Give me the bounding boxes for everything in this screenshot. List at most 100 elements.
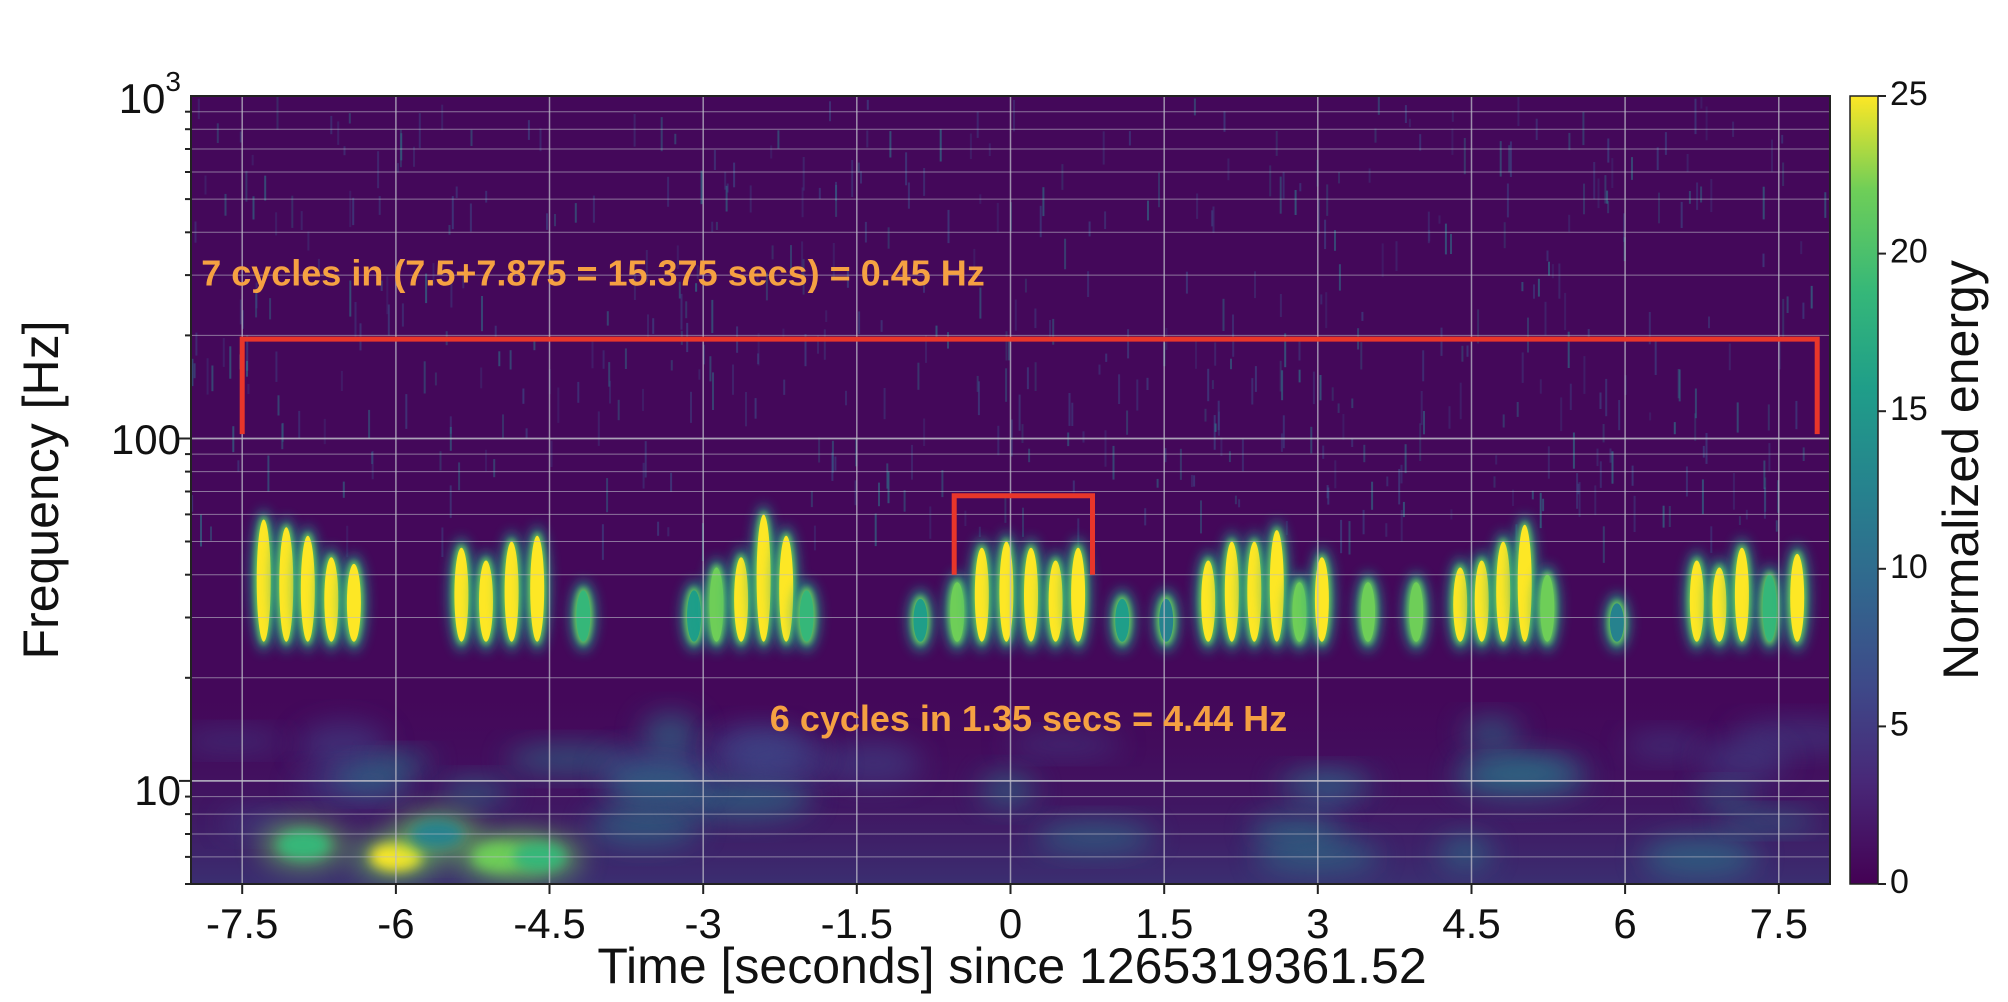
noise-speckle — [880, 320, 883, 332]
low-frequency-haze — [1696, 783, 1756, 805]
noise-speckle — [676, 245, 679, 269]
noise-speckle — [1609, 448, 1612, 463]
noise-speckle — [1395, 241, 1398, 271]
noise-speckle — [1611, 451, 1614, 484]
noise-speckle — [342, 481, 345, 498]
noise-speckle — [1385, 523, 1388, 537]
noise-speckle — [1127, 329, 1130, 359]
low-frequency-haze — [677, 775, 813, 821]
noise-speckle — [1685, 466, 1688, 497]
noise-speckle — [470, 129, 473, 146]
noise-speckle — [1342, 414, 1345, 440]
noise-speckle — [1213, 415, 1216, 450]
noise-speckle — [387, 304, 390, 336]
noise-speckle — [546, 213, 548, 230]
noise-speckle — [1360, 342, 1363, 370]
noise-speckle — [1607, 138, 1610, 163]
noise-speckle — [1310, 426, 1313, 454]
burst — [1609, 603, 1624, 642]
noise-speckle — [1381, 243, 1384, 278]
noise-speckle — [745, 392, 747, 427]
noise-speckle — [978, 526, 981, 537]
noise-speckle — [1782, 162, 1785, 186]
noise-speckle — [713, 150, 716, 170]
noise-speckle — [1736, 402, 1739, 433]
noise-speckle — [1763, 460, 1766, 489]
noise-speckle — [660, 117, 663, 152]
noise-speckle — [1196, 193, 1199, 219]
noise-speckle — [1548, 261, 1550, 276]
low-frequency-haze — [1438, 835, 1493, 869]
noise-speckle — [480, 367, 483, 389]
noise-speckle — [1440, 327, 1443, 356]
noise-speckle — [1576, 473, 1579, 509]
low-frequency-blob — [277, 831, 330, 859]
noise-speckle — [670, 360, 673, 371]
burst — [1159, 598, 1174, 642]
noise-speckle — [1700, 96, 1703, 109]
noise-speckle — [1294, 190, 1297, 215]
noise-speckle — [845, 390, 847, 406]
noise-speckle — [1686, 154, 1689, 172]
noise-speckle — [509, 350, 512, 370]
noise-speckle — [1568, 132, 1571, 151]
noise-speckle — [400, 133, 403, 161]
noise-speckle — [1542, 498, 1545, 512]
noise-speckle — [1386, 476, 1389, 487]
noise-speckle — [1241, 439, 1244, 472]
noise-speckle — [782, 328, 785, 337]
low-frequency-haze — [1716, 810, 1817, 832]
noise-speckle — [1340, 519, 1343, 554]
noise-speckle — [1459, 382, 1462, 420]
noise-speckle — [846, 266, 849, 288]
noise-speckle — [1763, 487, 1766, 519]
low-frequency-haze — [1249, 814, 1343, 845]
noise-speckle — [1098, 364, 1101, 375]
colorbar-tick-label: 10 — [1890, 548, 1928, 586]
noise-speckle — [854, 480, 857, 506]
noise-speckle — [887, 227, 890, 249]
noise-speckle — [1102, 131, 1105, 165]
noise-speckle — [1034, 308, 1037, 329]
y-tick-label: 100 — [111, 416, 181, 463]
noise-speckle — [1605, 378, 1608, 417]
noise-speckle — [1782, 298, 1785, 337]
noise-speckle — [1583, 356, 1586, 394]
noise-speckle — [493, 459, 496, 478]
noise-speckle — [1361, 311, 1364, 321]
noise-speckle — [1325, 292, 1328, 329]
noise-speckle — [1521, 352, 1524, 383]
noise-speckle — [216, 123, 219, 143]
low-frequency-haze — [1462, 717, 1521, 748]
noise-speckle — [1064, 238, 1067, 270]
noise-speckle — [1404, 444, 1407, 474]
noise-speckle — [1662, 505, 1665, 528]
noise-speckle — [1327, 487, 1330, 505]
noise-speckle — [377, 151, 380, 189]
noise-speckle — [1164, 448, 1167, 463]
noise-speckle — [485, 449, 487, 472]
noise-speckle — [307, 231, 310, 251]
noise-speckle — [732, 364, 734, 395]
colorbar-tick-label: 15 — [1890, 390, 1928, 428]
noise-speckle — [823, 329, 826, 360]
colorbar-tick-label: 20 — [1890, 233, 1928, 271]
noise-speckle — [1599, 392, 1602, 409]
noise-speckle — [1068, 393, 1071, 426]
noise-speckle — [1420, 391, 1423, 425]
noise-speckle — [1654, 339, 1657, 375]
noise-speckle — [525, 428, 528, 439]
noise-speckle — [1254, 271, 1256, 299]
noise-speckle — [1618, 400, 1621, 431]
colorbar-gradient — [1849, 95, 1879, 885]
noise-speckle — [1623, 213, 1625, 242]
noise-speckle — [976, 111, 979, 138]
noise-speckle — [1708, 316, 1710, 329]
noise-speckle — [911, 444, 913, 480]
noise-speckle — [1544, 301, 1547, 336]
noise-speckle — [1005, 368, 1008, 402]
noise-speckle — [1802, 302, 1805, 319]
noise-speckle — [1521, 282, 1524, 292]
noise-speckle — [1275, 131, 1278, 156]
noise-speckle — [810, 490, 813, 508]
